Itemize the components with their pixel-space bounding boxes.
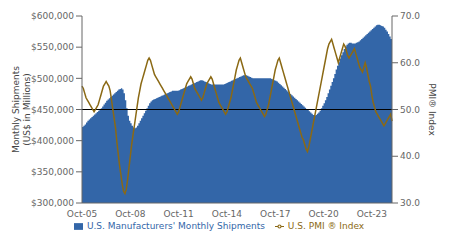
svg-text:$300,000: $300,000 bbox=[31, 198, 74, 208]
svg-text:PMI® Index: PMI® Index bbox=[427, 83, 437, 136]
svg-text:60.0: 60.0 bbox=[400, 58, 420, 68]
html-text:U.S. Manufacturers' Monthly Sh: U.S. Manufacturers' Monthly Shipments bbox=[86, 221, 265, 231]
svg-text:30.0: 30.0 bbox=[400, 198, 420, 208]
svg-text:$500,000: $500,000 bbox=[31, 74, 74, 84]
svg-text:$450,000: $450,000 bbox=[31, 105, 74, 115]
svg-text:$400,000: $400,000 bbox=[31, 136, 74, 146]
svg-text:Oct-05: Oct-05 bbox=[67, 209, 97, 219]
svg-text:50.0: 50.0 bbox=[400, 105, 420, 115]
svg-text:Oct-17: Oct-17 bbox=[260, 209, 290, 219]
svg-text:70.0: 70.0 bbox=[400, 11, 420, 21]
html-text:U.S. PMI ® Index: U.S. PMI ® Index bbox=[287, 221, 365, 231]
svg-text:Oct-11: Oct-11 bbox=[163, 209, 193, 219]
svg-text:$350,000: $350,000 bbox=[31, 167, 74, 177]
svg-text:40.0: 40.0 bbox=[400, 151, 420, 161]
svg-text:$600,000: $600,000 bbox=[31, 11, 74, 21]
svg-text:Oct-14: Oct-14 bbox=[212, 209, 243, 219]
svg-text:Oct-20: Oct-20 bbox=[308, 209, 339, 219]
svg-text:Monthly Shipments(US$ in Milli: Monthly Shipments(US$ in Millions) bbox=[11, 66, 31, 153]
svg-text:Oct-23: Oct-23 bbox=[357, 209, 387, 219]
svg-text:Oct-08: Oct-08 bbox=[115, 209, 146, 219]
svg-text:$550,000: $550,000 bbox=[31, 42, 74, 52]
